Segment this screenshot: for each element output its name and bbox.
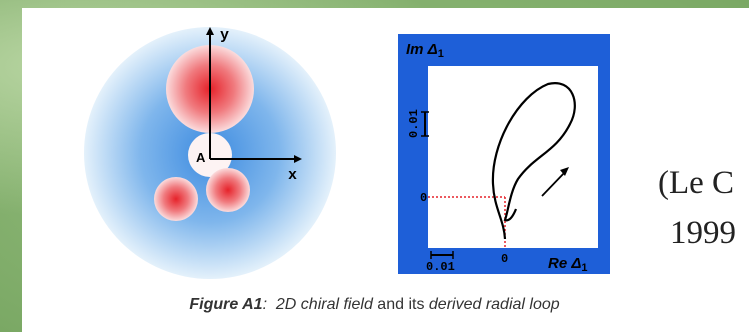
caption-field-text: 2D chiral field <box>275 296 373 313</box>
y-scale-label: 0.01 <box>407 109 421 138</box>
red-blob-bottom-right <box>206 168 250 212</box>
im-axis-label: Im Δ1 <box>406 41 444 60</box>
direction-arrow <box>541 170 567 197</box>
x-zero-label: 0 <box>501 252 508 266</box>
citation-line-2: 1999 <box>670 215 736 251</box>
direction-arrowhead <box>560 167 569 176</box>
caption-figure-label: Figure A1 <box>189 296 263 313</box>
re-axis-label: Re Δ1 <box>548 255 588 274</box>
red-blob-bottom-left <box>154 177 198 221</box>
x-axis-arrow <box>294 155 302 163</box>
caption-colon: : <box>262 296 268 313</box>
caption-and-its: and its <box>377 296 425 313</box>
y-axis-arrow <box>206 27 214 35</box>
x-scale-label: 0.01 <box>426 260 455 274</box>
radial-loop-curve <box>491 82 576 240</box>
citation-line-1: (Le C <box>658 165 735 201</box>
figure-caption: Figure A1: 2D chiral field and its deriv… <box>0 296 749 314</box>
radial-loop-figure: Im Δ1 0.01 0 0.01 0 Re Δ1 <box>398 34 610 274</box>
plot-area <box>428 66 598 248</box>
caption-loop-text: derived radial loop <box>428 296 560 313</box>
y-axis-label: y <box>220 27 229 44</box>
y-zero-label: 0 <box>420 191 427 205</box>
chiral-field-figure: y x A <box>84 27 336 279</box>
origin-label: A <box>196 150 206 165</box>
citation-text: (Le C 1999 <box>658 158 736 258</box>
x-axis-label: x <box>288 167 297 184</box>
